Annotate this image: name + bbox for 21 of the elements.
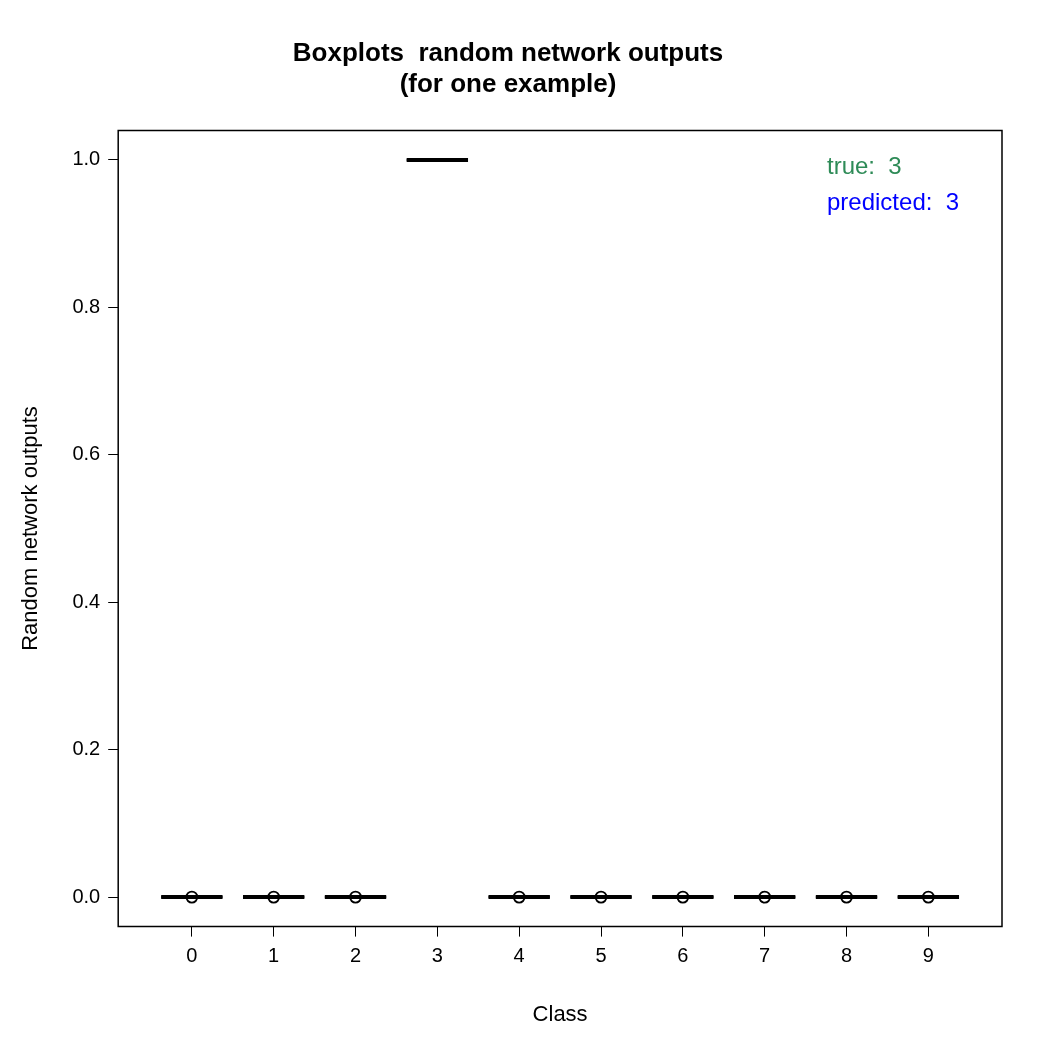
y-axis-title: Random network outputs xyxy=(17,406,43,651)
x-axis-title: Class xyxy=(532,1000,588,1026)
x-tick-label: 1 xyxy=(268,944,280,967)
x-tick-label: 4 xyxy=(513,944,525,967)
x-tick-label: 9 xyxy=(922,944,934,967)
y-tick-label: 0.8 xyxy=(72,294,101,317)
x-tick-label: 6 xyxy=(677,944,689,967)
x-tick-label: 7 xyxy=(759,944,771,967)
y-tick-label: 0.4 xyxy=(72,589,101,612)
y-tick-label: 0.6 xyxy=(72,442,101,465)
y-tick-label: 1.0 xyxy=(72,147,101,170)
chart-title: Boxplots random network outputs (for one example) xyxy=(292,36,724,98)
x-tick-label: 3 xyxy=(431,944,443,967)
x-tick-label: 0 xyxy=(186,944,198,967)
annotation: true: 3 xyxy=(827,152,902,180)
y-tick-label: 0.2 xyxy=(72,737,101,760)
x-tick-label: 8 xyxy=(840,944,853,967)
x-tick-label: 5 xyxy=(595,944,607,967)
x-tick-label: 2 xyxy=(349,944,362,967)
y-tick-label: 0.0 xyxy=(72,884,101,907)
annotation: predicted: 3 xyxy=(827,188,960,216)
